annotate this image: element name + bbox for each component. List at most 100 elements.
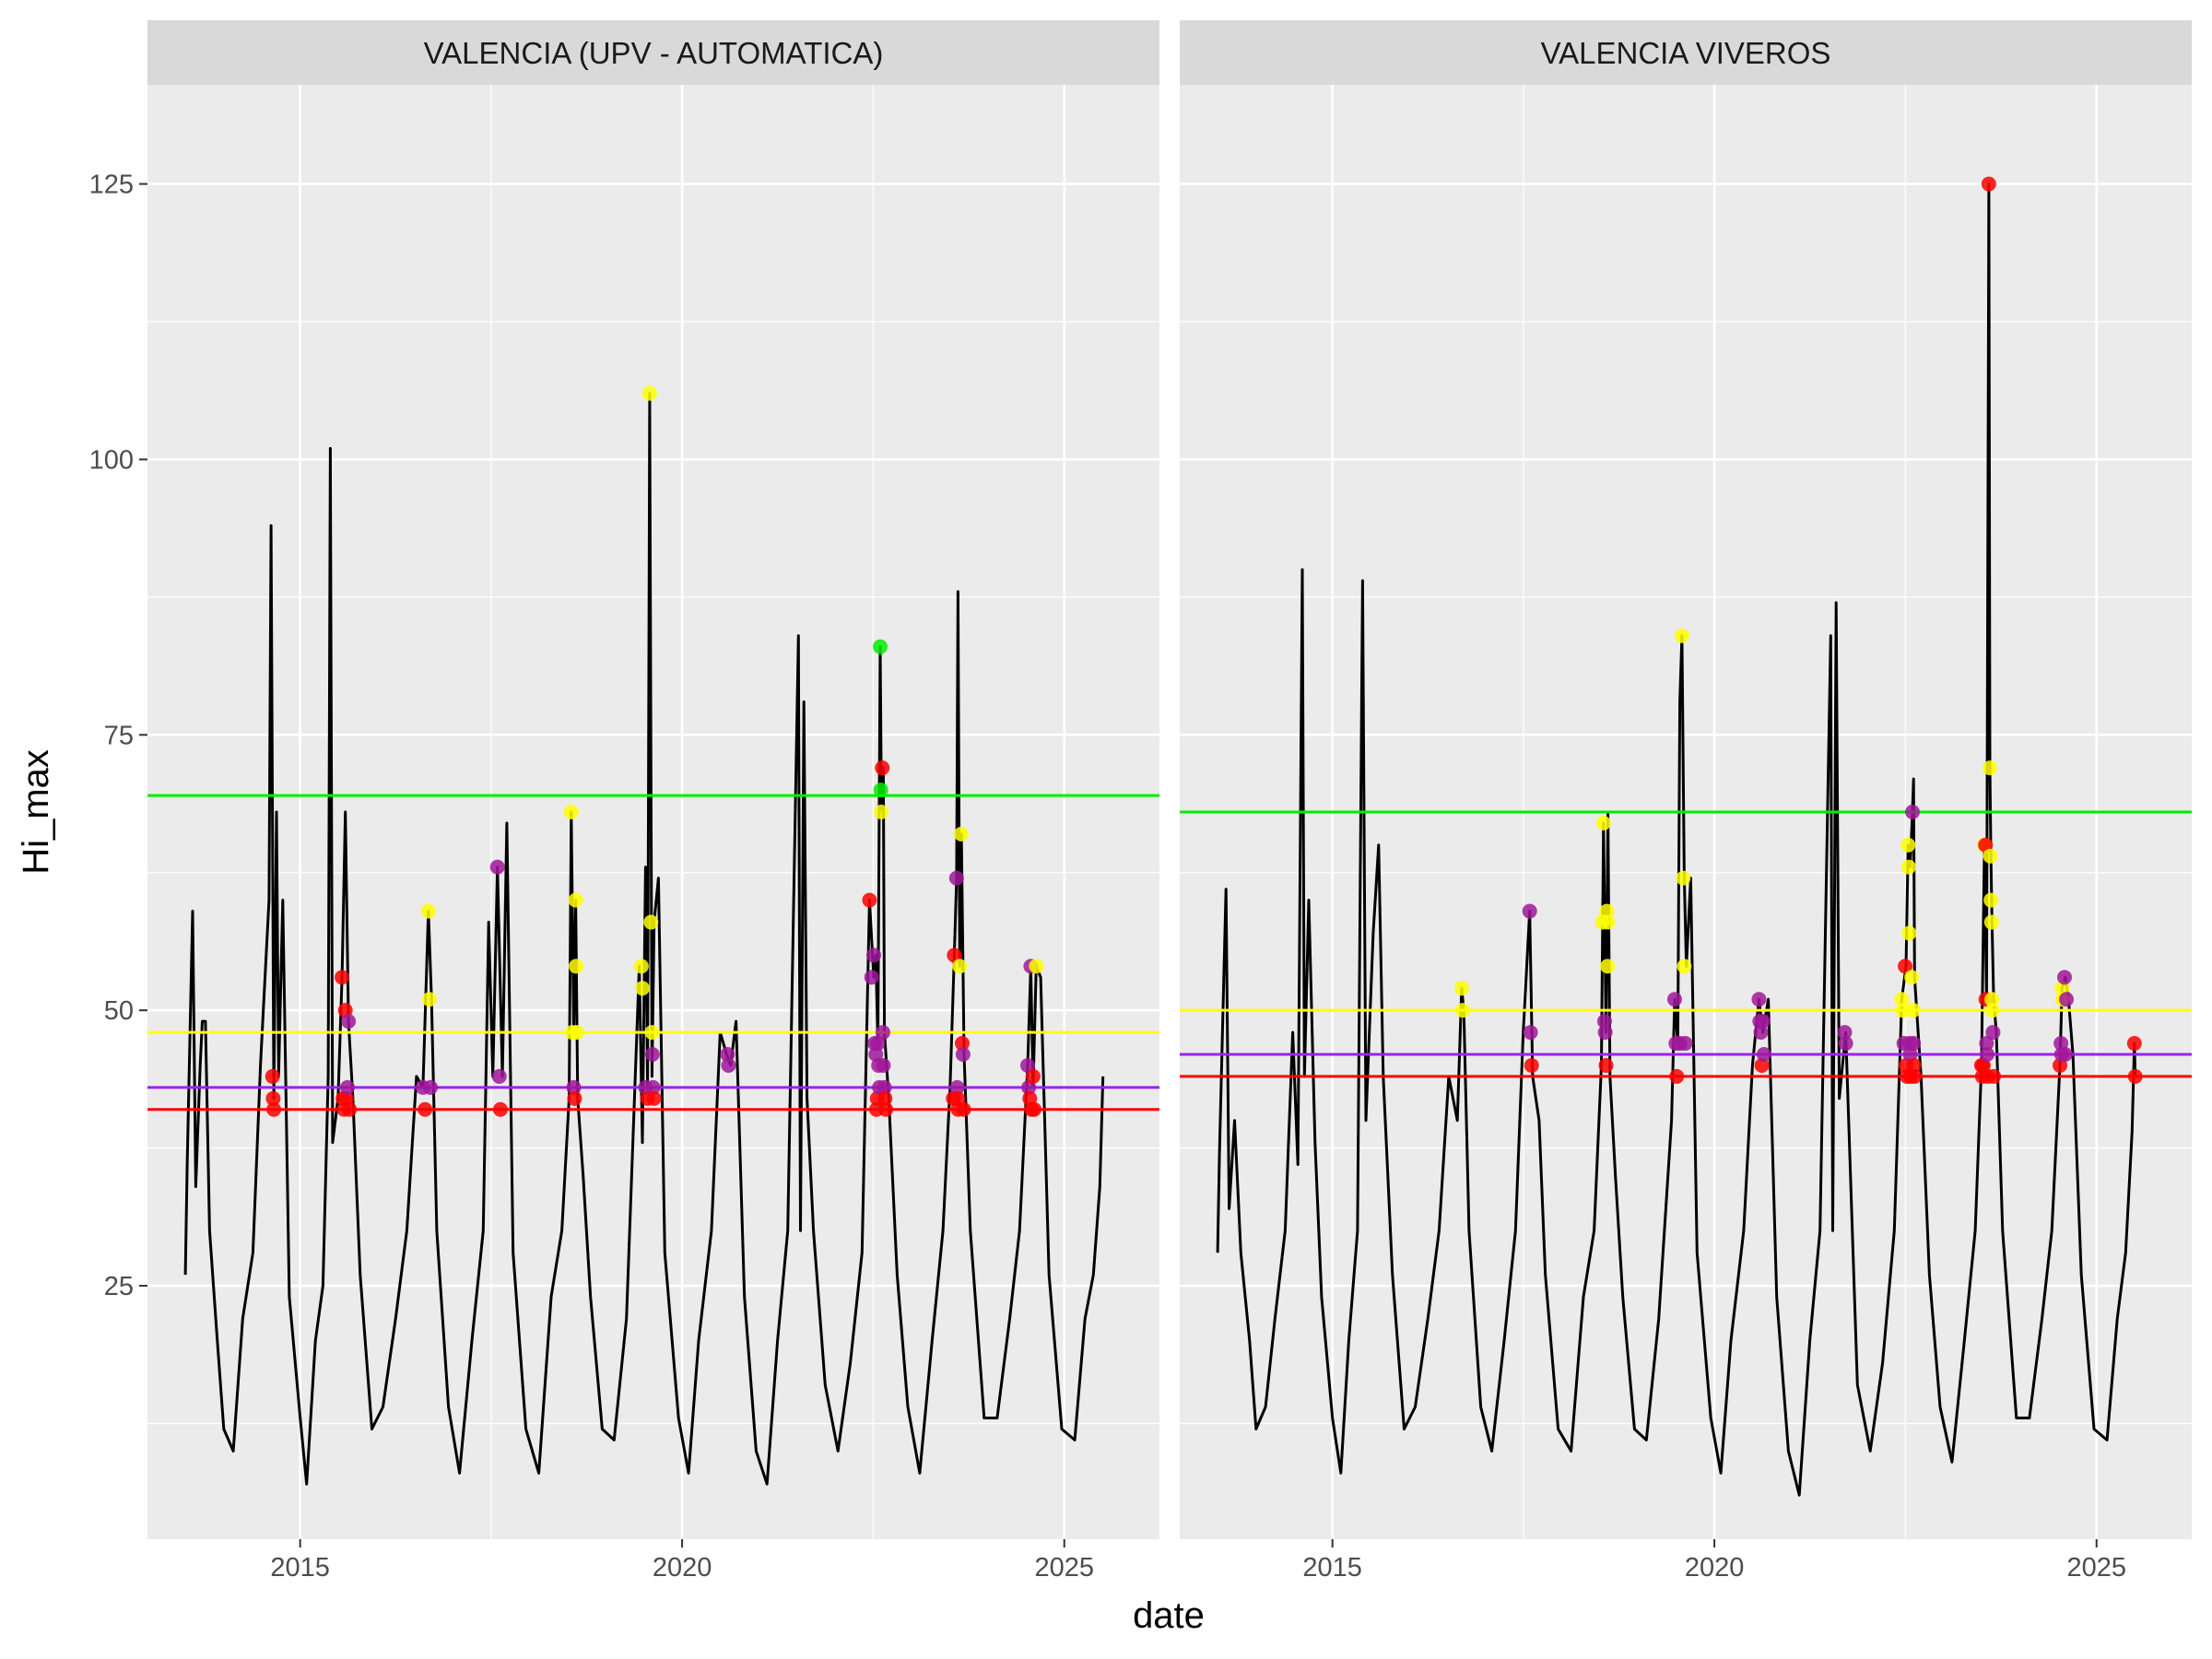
event-point: [954, 826, 970, 841]
event-point: [569, 959, 584, 974]
x-axis-right: 2015 2020 2025: [1302, 1539, 2126, 1583]
event-point: [339, 1079, 355, 1095]
event-point: [1599, 903, 1615, 919]
series-layer: [1216, 182, 2137, 1497]
event-point: [2126, 1036, 2142, 1052]
series-line: [1216, 182, 2137, 1497]
event-point: [1522, 903, 1537, 919]
strip-background: [1180, 20, 2192, 85]
event-point: [862, 892, 877, 908]
event-point: [1905, 805, 1921, 819]
event-point: [1756, 1047, 1771, 1062]
event-point: [266, 1101, 282, 1117]
y-axis-title: Hi_max: [16, 749, 56, 875]
event-point: [875, 760, 890, 776]
thresholds-layer: [1180, 810, 2192, 1078]
event-point: [633, 959, 649, 974]
event-point: [1674, 628, 1689, 643]
event-point: [1455, 1003, 1471, 1018]
event-point: [1029, 959, 1044, 974]
event-point: [2059, 992, 2075, 1007]
event-point: [1895, 1003, 1911, 1018]
event-point: [877, 1090, 893, 1106]
event-point: [492, 1101, 508, 1117]
event-point: [873, 639, 888, 654]
event-point: [947, 947, 962, 963]
panel-title: VALENCIA (UPV - AUTOMATICA): [424, 36, 884, 70]
strip-background: [147, 20, 1159, 85]
x-axis-title: date: [1133, 1595, 1205, 1636]
event-point: [1595, 815, 1611, 830]
event-point: [1981, 176, 1996, 192]
event-point: [1983, 848, 1998, 864]
event-point: [1676, 870, 1691, 886]
event-point: [1596, 1014, 1612, 1030]
event-point: [643, 914, 659, 930]
x-tick-label: 2025: [2066, 1553, 2126, 1583]
event-point: [421, 992, 437, 1007]
event-point: [1597, 1025, 1613, 1041]
event-point: [1986, 1068, 2002, 1084]
points-layer: [265, 385, 1044, 1117]
event-point: [644, 1025, 660, 1041]
event-point: [569, 1025, 584, 1041]
event-point: [948, 870, 964, 886]
event-point: [1980, 1047, 1995, 1062]
event-point: [1900, 837, 1916, 853]
x-tick-label: 2020: [653, 1553, 712, 1583]
event-point: [1755, 1014, 1771, 1030]
event-point: [489, 859, 505, 875]
x-tick-label: 2025: [1034, 1553, 1094, 1583]
event-point: [1453, 981, 1469, 996]
event-point: [342, 1101, 358, 1117]
event-point: [864, 970, 879, 985]
event-point: [1901, 925, 1917, 941]
event-point: [568, 892, 583, 908]
event-point: [2057, 1047, 2073, 1062]
event-point: [645, 1079, 661, 1095]
event-point: [1979, 1036, 1994, 1052]
event-point: [875, 1025, 890, 1041]
event-point: [265, 1090, 281, 1106]
event-point: [491, 1068, 507, 1084]
event-point: [1751, 992, 1767, 1007]
event-point: [2057, 970, 2073, 985]
event-point: [634, 981, 650, 996]
event-point: [877, 1079, 892, 1095]
points-layer: [1453, 176, 2143, 1084]
event-point: [563, 805, 579, 819]
event-point: [954, 1036, 970, 1052]
x-tick-label: 2020: [1685, 1553, 1745, 1583]
event-point: [265, 1068, 280, 1084]
event-point: [878, 1101, 894, 1117]
event-point: [1900, 859, 1916, 875]
event-point: [870, 1036, 886, 1052]
event-point: [418, 1101, 433, 1117]
event-point: [1898, 959, 1913, 974]
panel-title: VALENCIA VIVEROS: [1541, 36, 1831, 70]
event-point: [420, 903, 436, 919]
plot-background: [147, 85, 1159, 1539]
y-axis: 25 50 75 100 125: [89, 171, 147, 1301]
event-point: [644, 1047, 660, 1062]
event-point: [949, 1079, 965, 1095]
x-tick-label: 2015: [270, 1553, 330, 1583]
event-point: [876, 1057, 891, 1073]
event-point: [641, 385, 657, 401]
series-layer: [183, 392, 1105, 1486]
event-point: [1983, 914, 1999, 930]
event-point: [1905, 1003, 1921, 1018]
event-point: [1598, 1057, 1614, 1073]
event-point: [1677, 959, 1692, 974]
event-point: [1677, 1036, 1693, 1052]
event-point: [1894, 992, 1910, 1007]
y-tick-label: 50: [104, 996, 134, 1026]
event-point: [1982, 760, 1997, 776]
event-point: [1600, 959, 1616, 974]
event-point: [1837, 1025, 1853, 1041]
y-tick-label: 100: [89, 445, 134, 475]
event-point: [1523, 1025, 1538, 1041]
panel-valencia-upv: VALENCIA (UPV - AUTOMATICA): [147, 20, 1159, 1539]
event-point: [1906, 1036, 1922, 1052]
